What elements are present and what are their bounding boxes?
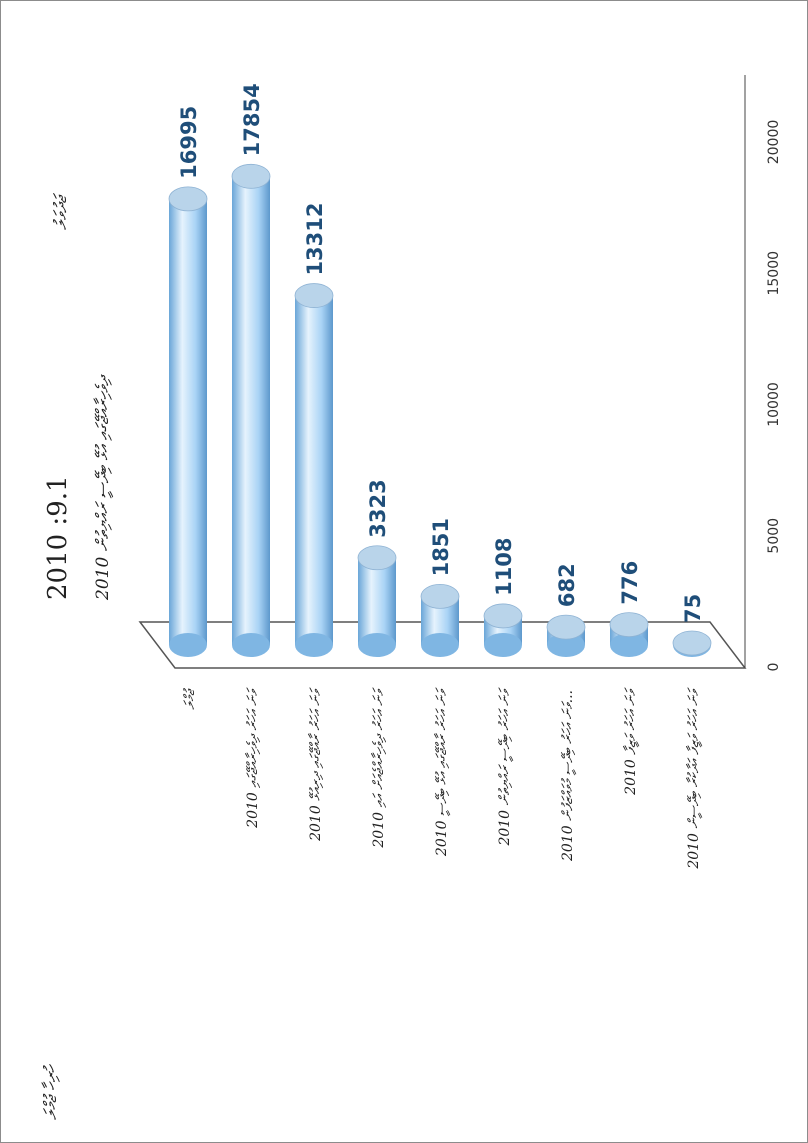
bar [232,176,270,645]
bar-top [609,612,649,638]
category-label: 2010 ވަނަ އަހަރު ރާއްޖޭގައި އުޅޭ ބިދޭސީ [433,687,451,857]
data-label: 75 [681,594,705,623]
axis-tick-label: 5000 [766,518,782,554]
bar [295,295,333,645]
data-label: 1851 [429,518,453,576]
bar-base [484,633,522,657]
bar-base [610,633,648,657]
data-label: 682 [555,563,579,607]
axis-tick-label: 20000 [766,120,782,165]
data-label: 1108 [492,537,516,595]
chart-subtitle: ދިވެހިރާއްޖޭގައި އުޅޭ ބިދޭސީ ރައްޔިތުން … [93,374,114,601]
data-label: 16995 [177,106,201,179]
bar-top [168,186,208,212]
chart-title: 2010 :9.1 [43,475,73,600]
bar-base [295,633,333,657]
category-label: 2010 ވަނަ އަހަރު ދިވެހިރާއްޖޭގައި [244,687,261,829]
bar-top [546,614,586,640]
bar-top [294,283,334,308]
bar-top [420,584,460,609]
bar [169,198,207,645]
bar [358,557,396,645]
category-label: 2010 ވަނަ އަހަރު ބިދޭސީ ރައްޔިތުން [497,687,514,847]
bar-top [357,545,397,571]
category-label: 2010 ވަނަ އަހަރު ރާއްޖޭގައި ދިރިއުޅޭ [307,687,324,842]
bar-base [358,633,396,657]
axis-tick-label: 0 [766,663,782,672]
chart-side-title: ހުރިހާ ޖުމްލަ [41,1063,61,1120]
axis-tick-label: 15000 [766,251,782,296]
data-label: 13312 [303,202,327,275]
data-label: 17854 [240,83,264,156]
axis-tick-label: 10000 [766,382,782,427]
data-label: 776 [618,561,642,605]
chart-title-suffix: ޖަދުވަލު [51,192,71,230]
category-label: 2010 ވަނަ އަހަރު ވަޒީފާ [622,687,640,796]
bar-base [547,633,585,657]
category-label: 2010 ވަނަ އަހަރު ދިވެހިރާއްޖެއަށް އައި [370,687,387,849]
category-label: 2010 ވަނަ އަހަރު ވަޒީފާ އަދާކުރާ ބިދޭސީނ… [685,687,703,870]
bar-base [421,633,459,657]
category-label: 2010 ވަނަ އަހަރު ބިދޭސީ މުވައްޒަފުން... [560,690,577,862]
bar-base [232,633,270,657]
bar-top [231,163,271,189]
bar-top [483,603,523,629]
category-label: ޖުމްލަ [182,687,198,709]
bar-base [169,633,207,657]
bar-top [672,630,712,656]
data-label: 3323 [366,479,390,537]
